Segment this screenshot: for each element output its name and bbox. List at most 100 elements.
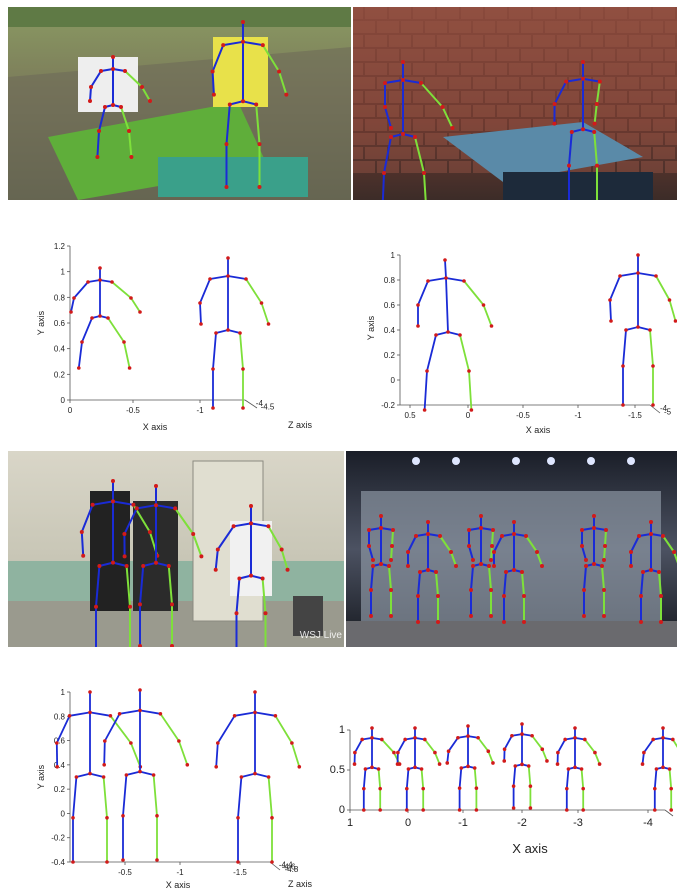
y-tick-label: 0	[61, 809, 66, 818]
bone-left	[503, 571, 507, 597]
backdrop	[361, 491, 661, 621]
joint	[90, 316, 94, 320]
joint	[88, 99, 92, 103]
joint	[604, 528, 608, 532]
brick	[353, 49, 375, 61]
joint	[401, 132, 405, 136]
joint	[416, 594, 420, 598]
joint	[94, 604, 98, 609]
joint	[249, 573, 253, 578]
bone-left	[445, 277, 449, 333]
bone-right	[390, 545, 393, 561]
bone-left	[370, 565, 374, 591]
bone-right	[658, 571, 662, 597]
joint	[438, 534, 442, 538]
joint	[257, 185, 262, 189]
x-axis-title: X axis	[143, 422, 168, 432]
joint	[433, 750, 437, 755]
bone-left	[583, 565, 587, 591]
joint	[474, 786, 479, 790]
worker-shirt	[78, 57, 138, 112]
y-tick-label: 1	[61, 688, 66, 697]
brick	[653, 63, 675, 75]
joint	[98, 266, 102, 270]
joint	[566, 767, 571, 771]
x-axis-title: X axis	[166, 880, 191, 890]
skeleton	[416, 258, 494, 412]
joint	[564, 79, 569, 84]
bone-right	[261, 44, 281, 73]
joint	[367, 528, 371, 532]
brick	[401, 161, 423, 173]
bone-left	[118, 709, 141, 715]
joint	[569, 130, 574, 134]
bone-left	[72, 776, 78, 819]
brick	[629, 91, 651, 103]
bone-left	[470, 565, 474, 591]
bone-right	[521, 571, 525, 597]
bone-right	[120, 106, 130, 132]
brick	[629, 63, 651, 75]
joint	[584, 558, 588, 562]
joint	[88, 771, 92, 776]
joint	[254, 102, 259, 107]
joint	[266, 524, 271, 529]
joint	[177, 739, 181, 743]
brick	[665, 49, 677, 61]
joint	[573, 765, 577, 770]
brick	[485, 7, 507, 19]
bone-right	[167, 565, 173, 606]
bone-left	[215, 329, 229, 334]
bone-right	[388, 565, 392, 591]
brick	[401, 105, 423, 117]
joint	[138, 688, 142, 692]
skeleton	[502, 722, 549, 810]
bone-left	[103, 740, 106, 766]
brick	[461, 119, 483, 131]
skeleton	[88, 55, 152, 159]
joint	[389, 126, 393, 130]
bone-left	[447, 331, 461, 336]
bone-left	[250, 522, 270, 528]
joint	[369, 588, 373, 592]
brick	[353, 35, 363, 47]
joint	[636, 253, 640, 257]
joint	[241, 39, 245, 44]
bone-left	[228, 100, 244, 106]
joint	[602, 588, 606, 592]
joint	[489, 324, 494, 328]
joint	[511, 784, 516, 788]
plot-4-canvas: 1 0 -1 -2 -3 -400.51X axis	[330, 722, 677, 856]
bone-left	[139, 770, 155, 776]
bone-left	[216, 714, 236, 744]
joint	[466, 734, 470, 738]
joint	[95, 155, 100, 159]
joint	[226, 274, 230, 278]
joint	[259, 301, 264, 305]
bone-left	[568, 131, 573, 167]
bone-left	[368, 545, 374, 561]
bone-right	[102, 776, 108, 819]
brick	[353, 147, 363, 159]
joint	[667, 298, 672, 302]
joint	[489, 614, 493, 618]
joint	[127, 366, 132, 370]
joint	[629, 564, 633, 568]
joint	[436, 620, 440, 624]
joint	[111, 499, 115, 504]
joint	[124, 564, 129, 568]
brick	[473, 77, 495, 89]
brick	[437, 63, 459, 75]
bone-left	[619, 272, 639, 277]
joint	[421, 786, 425, 791]
joint	[138, 708, 142, 713]
y-tick-label: 1	[391, 251, 396, 260]
joint	[437, 762, 442, 766]
joint	[237, 576, 242, 581]
joint	[458, 333, 462, 337]
skeleton	[214, 690, 302, 864]
brick	[581, 91, 603, 103]
joint	[669, 808, 673, 812]
brick	[497, 21, 519, 33]
bone-left	[427, 277, 447, 282]
